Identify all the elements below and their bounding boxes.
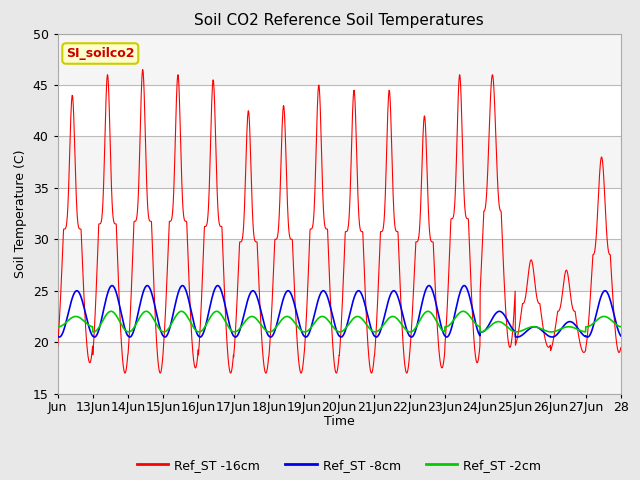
Bar: [58, 85, 621, 136]
Y-axis label: Soil Temperature (C): Soil Temperature (C): [14, 149, 27, 278]
Text: SI_soilco2: SI_soilco2: [66, 47, 134, 60]
Legend: Ref_ST -16cm, Ref_ST -8cm, Ref_ST -2cm: Ref_ST -16cm, Ref_ST -8cm, Ref_ST -2cm: [132, 454, 547, 477]
Bar: [58, 188, 621, 240]
Title: Soil CO2 Reference Soil Temperatures: Soil CO2 Reference Soil Temperatures: [195, 13, 484, 28]
X-axis label: Time: Time: [324, 415, 355, 428]
Bar: [58, 291, 621, 342]
